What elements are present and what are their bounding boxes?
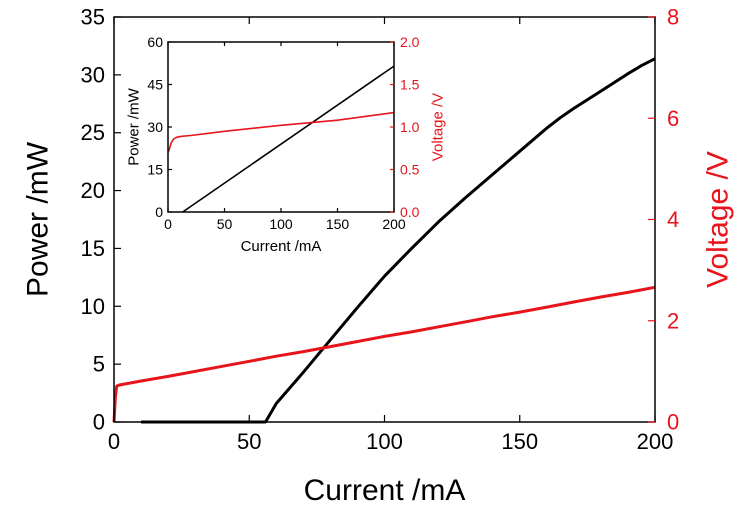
main-y-tick-label: 5 [93,352,105,377]
main-y-axis-label: Power /mW [22,141,55,297]
inset-y-tick-label: 45 [147,77,163,93]
inset-power-line [182,65,395,213]
main-y2-tick-label: 6 [667,106,679,131]
main-x-tick-label: 200 [637,429,674,454]
inset-y-axis-label: Power /mW [126,87,143,165]
main-y2-tick-label: 0 [667,410,679,435]
inset-x-tick-label: 150 [326,216,350,232]
main-y2-axis-label: Voltage /V [702,151,734,288]
main-y-tick-label: 30 [81,62,105,87]
inset-y2-tick-label: 1.5 [400,77,420,93]
inset-y2-tick-label: 0.0 [400,204,420,220]
inset-y2-tick-label: 0.5 [400,162,420,178]
inset-y-tick-label: 0 [155,204,163,220]
main-power-line [141,57,656,424]
main-y-tick-label: 35 [81,5,105,30]
main-y2-tick-label: 2 [667,308,679,333]
inset-y2-tick-label: 1.0 [400,119,420,135]
main-y-tick-label: 0 [93,410,105,435]
inset-y2-axis-label: Voltage /V [430,93,447,161]
inset-x-tick-label: 100 [269,216,293,232]
inset-voltage-line [167,111,395,153]
inset-chart: 0 50 100 150 200 0 15 30 45 60 0.0 0.5 1.0 1.5 2.0 Curr… [126,34,447,255]
main-x-tick-label: 150 [501,429,538,454]
inset-y-tick-label: 30 [147,119,163,135]
main-y-tick-label: 25 [81,120,105,145]
inset-x-tick-label: 200 [382,216,406,232]
inset-series-group [167,65,395,213]
main-voltage-line [112,285,656,423]
main-x-axis-label: Current /mA [304,474,466,507]
main-series-group [112,57,656,424]
main-y-tick-label: 20 [81,178,105,203]
main-y2-tick-label: 4 [667,207,679,232]
inset-x-axis-label: Current /mA [241,238,322,255]
inset-y-tick-label: 60 [147,34,163,50]
main-y-tick-label: 15 [81,236,105,261]
main-y2-tick-label: 8 [667,5,679,30]
inset-y2-tick-label: 2.0 [400,34,420,50]
main-x-tick-label: 100 [366,429,403,454]
inset-y-tick-label: 15 [147,162,163,178]
main-x-tick-label: 50 [237,429,261,454]
inset-background [168,42,394,212]
inset-x-tick-label: 0 [164,216,172,232]
inset-x-tick-label: 50 [217,216,233,232]
main-x-tick-label: 0 [108,429,120,454]
main-y-tick-label: 10 [81,294,105,319]
